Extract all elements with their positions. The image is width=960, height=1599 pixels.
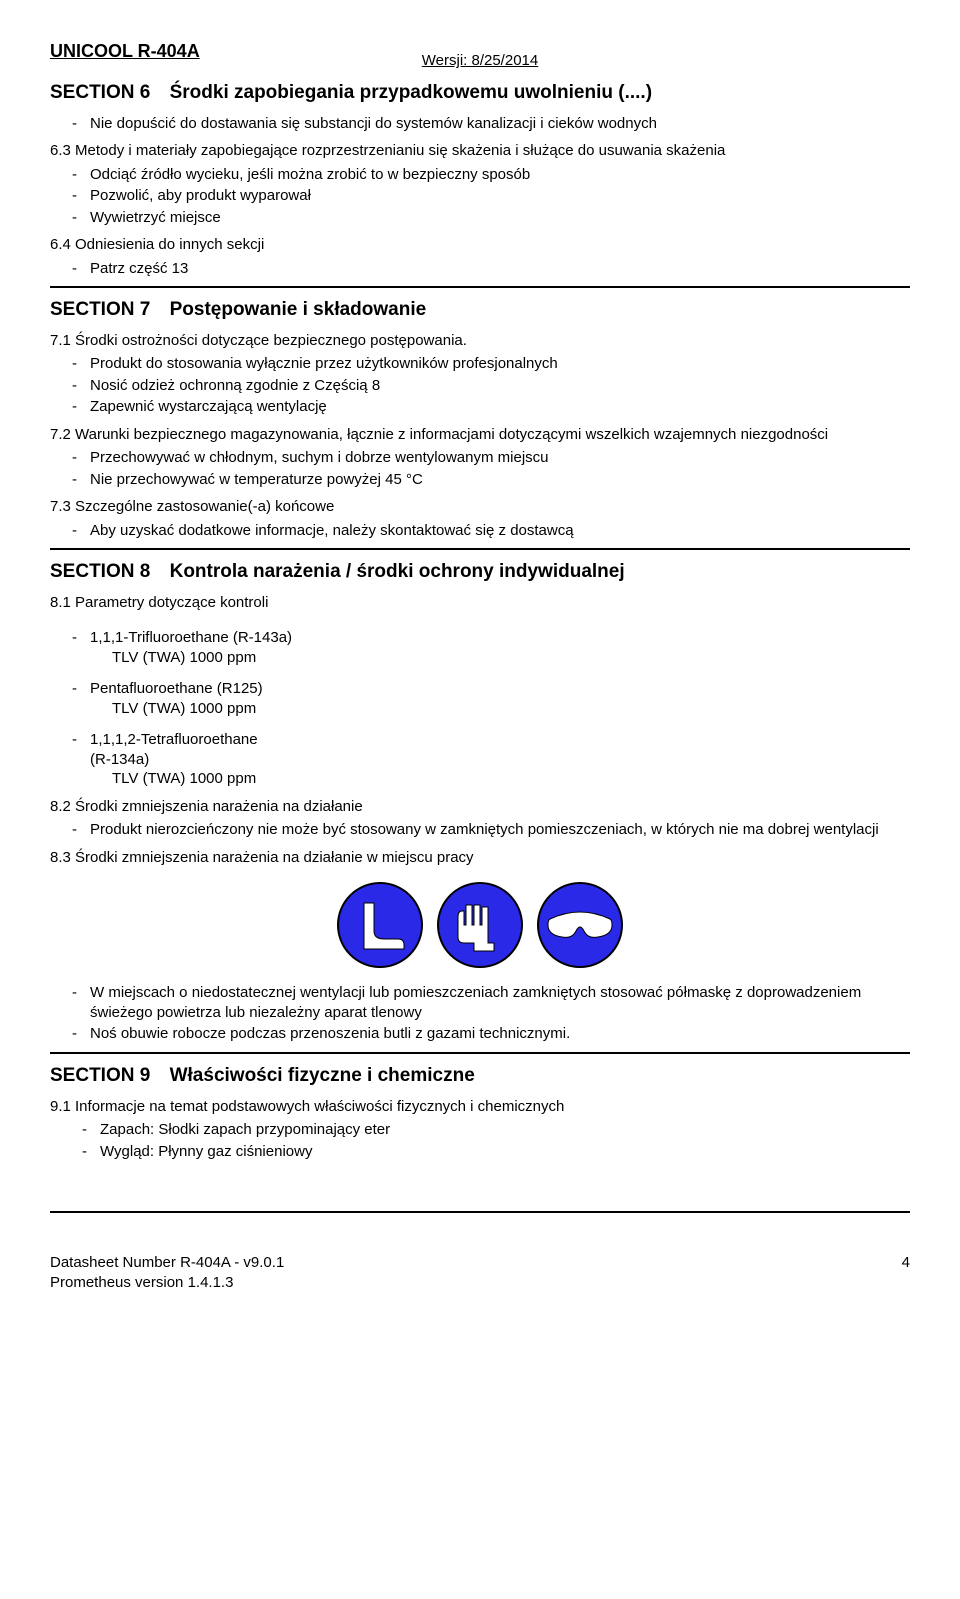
divider [50, 286, 910, 288]
list-item: Nie przechowywać w temperaturze powyżej … [90, 470, 910, 490]
section9-list: Zapach: Słodki zapach przypominający ete… [50, 1120, 910, 1161]
list-item: Wywietrzyć miejsce [90, 208, 910, 228]
page-number: 4 [902, 1253, 910, 1292]
section8-number: SECTION 8 [50, 561, 150, 582]
param-extra: (R-134a) [90, 751, 149, 768]
list-item: Zapewnić wystarczającą wentylację [90, 397, 910, 417]
param-name: 1,1,1-Trifluoroethane (R-143a) [90, 629, 292, 646]
section9-number: SECTION 9 [50, 1065, 150, 1086]
list-item: W miejscach o niedostatecznej wentylacji… [90, 983, 910, 1022]
gloves-icon [436, 881, 524, 969]
section8-params: 1,1,1-Trifluoroethane (R-143a) TLV (TWA)… [50, 628, 910, 789]
param-tlv: TLV (TWA) 1000 ppm [90, 649, 256, 666]
subsection-6-4: 6.4 Odniesienia do innych sekcji [50, 235, 910, 255]
section8-list-82: Produkt nierozcieńczony nie może być sto… [50, 820, 910, 840]
section6-number: SECTION 6 [50, 82, 150, 103]
section6-list-a: Nie dopuścić do dostawania się substancj… [50, 114, 910, 134]
section7-number: SECTION 7 [50, 299, 150, 320]
list-item: Zapach: Słodki zapach przypominający ete… [100, 1120, 910, 1140]
list-item: 1,1,1-Trifluoroethane (R-143a) TLV (TWA)… [90, 628, 910, 667]
section6-heading: SECTION 6 Środki zapobiegania przypadkow… [50, 81, 910, 106]
list-item: Noś obuwie robocze podczas przenoszenia … [90, 1024, 910, 1044]
section8-list-83: W miejscach o niedostatecznej wentylacji… [50, 983, 910, 1044]
boots-icon [336, 881, 424, 969]
section7-list-b: Przechowywać w chłodnym, suchym i dobrze… [50, 448, 910, 489]
section6-title: Środki zapobiegania przypadkowemu uwolni… [170, 82, 652, 103]
subsection-9-1: 9.1 Informacje na temat podstawowych wła… [50, 1097, 910, 1117]
divider [50, 1052, 910, 1054]
list-item: Pozwolić, aby produkt wyparował [90, 186, 910, 206]
list-item: Produkt do stosowania wyłącznie przez uż… [90, 354, 910, 374]
list-item: Pentafluoroethane (R125) TLV (TWA) 1000 … [90, 679, 910, 718]
footer-line2: Prometheus version 1.4.1.3 [50, 1273, 284, 1293]
divider [50, 548, 910, 550]
section6-list-b: Odciąć źródło wycieku, jeśli można zrobi… [50, 165, 910, 228]
param-tlv: TLV (TWA) 1000 ppm [90, 770, 256, 787]
list-item: Nosić odzież ochronną zgodnie z Częścią … [90, 376, 910, 396]
footer: Datasheet Number R-404A - v9.0.1 Prometh… [50, 1253, 910, 1292]
footer-divider [50, 1211, 910, 1213]
goggles-icon [536, 881, 624, 969]
list-item: Odciąć źródło wycieku, jeśli można zrobi… [90, 165, 910, 185]
section8-title: Kontrola narażenia / środki ochrony indy… [170, 561, 625, 582]
section9-title: Właściwości fizyczne i chemiczne [170, 1065, 475, 1086]
section8-heading: SECTION 8 Kontrola narażenia / środki oc… [50, 560, 910, 585]
list-item: Wygląd: Płynny gaz ciśnieniowy [100, 1142, 910, 1162]
subsection-8-1: 8.1 Parametry dotyczące kontroli [50, 593, 910, 613]
subsection-7-3: 7.3 Szczególne zastosowanie(-a) końcowe [50, 497, 910, 517]
subsection-8-2: 8.2 Środki zmniejszenia narażenia na dzi… [50, 797, 910, 817]
list-item: Produkt nierozcieńczony nie może być sto… [90, 820, 910, 840]
list-item: Aby uzyskać dodatkowe informacje, należy… [90, 521, 910, 541]
section7-list-a: Produkt do stosowania wyłącznie przez uż… [50, 354, 910, 417]
param-name: 1,1,1,2-Tetrafluoroethane [90, 731, 258, 748]
list-item: 1,1,1,2-Tetrafluoroethane (R-134a) TLV (… [90, 730, 910, 789]
section9-heading: SECTION 9 Właściwości fizyczne i chemicz… [50, 1064, 910, 1089]
subsection-8-3: 8.3 Środki zmniejszenia narażenia na dzi… [50, 848, 910, 868]
footer-line1: Datasheet Number R-404A - v9.0.1 [50, 1253, 284, 1273]
param-name: Pentafluoroethane (R125) [90, 680, 263, 697]
subsection-7-2: 7.2 Warunki bezpiecznego magazynowania, … [50, 425, 910, 445]
ppe-icons [50, 881, 910, 969]
param-tlv: TLV (TWA) 1000 ppm [90, 700, 256, 717]
list-item: Patrz część 13 [90, 259, 910, 279]
section7-heading: SECTION 7 Postępowanie i składowanie [50, 298, 910, 323]
subsection-6-3: 6.3 Metody i materiały zapobiegające roz… [50, 141, 910, 161]
section7-title: Postępowanie i składowanie [170, 299, 427, 320]
list-item: Przechowywać w chłodnym, suchym i dobrze… [90, 448, 910, 468]
subsection-7-1: 7.1 Środki ostrożności dotyczące bezpiec… [50, 331, 910, 351]
section6-list-c: Patrz część 13 [50, 259, 910, 279]
list-item: Nie dopuścić do dostawania się substancj… [90, 114, 910, 134]
section7-list-c: Aby uzyskać dodatkowe informacje, należy… [50, 521, 910, 541]
